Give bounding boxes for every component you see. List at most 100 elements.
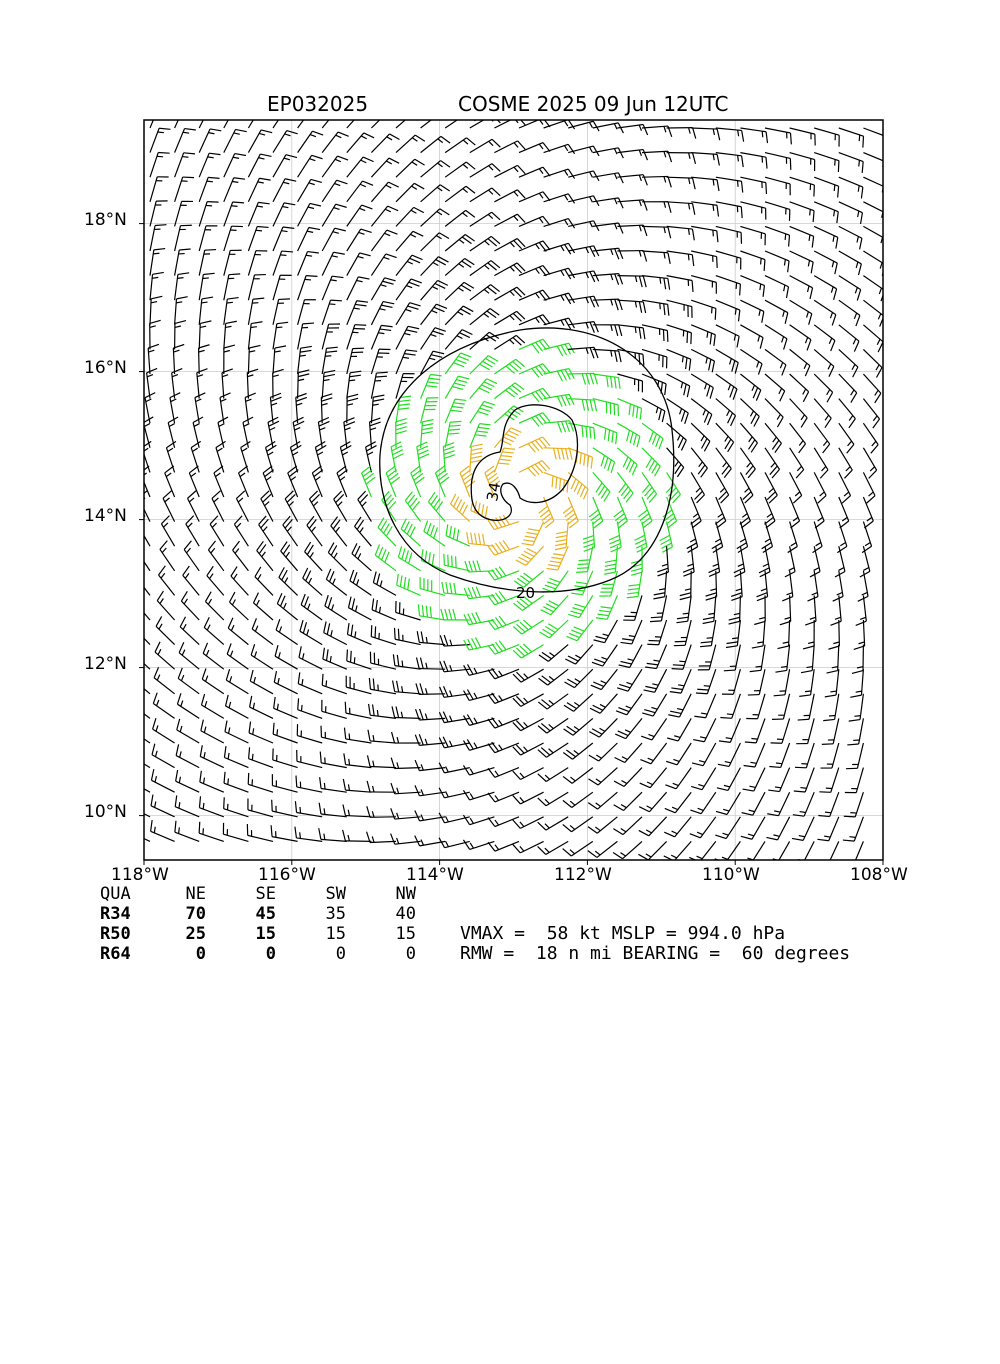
wind-barb	[445, 330, 472, 350]
wind-barb	[617, 399, 641, 420]
wind-barb	[494, 214, 525, 226]
wind-barb	[488, 515, 519, 529]
wind-barb	[199, 177, 219, 201]
wind-barb	[355, 517, 372, 546]
wind-barb	[273, 227, 294, 251]
wind-barb	[818, 792, 838, 816]
wind-barb	[642, 694, 666, 716]
wind-barb	[814, 448, 828, 478]
wind-barb	[470, 379, 497, 399]
wind-barb	[814, 300, 836, 325]
wind-barb	[617, 472, 633, 502]
wind-barb	[401, 519, 420, 546]
y-tick-16n: 16°N	[84, 358, 127, 378]
wind-barb	[594, 620, 618, 643]
wind-barb	[273, 155, 297, 178]
wind-barb	[839, 153, 863, 173]
wind-barb	[765, 177, 790, 195]
wind-barb	[765, 276, 788, 298]
wind-barb	[373, 572, 396, 596]
wind-barb	[347, 623, 371, 644]
wind-barb	[200, 745, 223, 767]
wind-barb	[199, 153, 220, 177]
wind-barb	[346, 676, 371, 694]
wind-barb	[642, 374, 666, 395]
wind-barb	[667, 153, 696, 164]
wind-barb	[513, 768, 544, 780]
wind-barb	[322, 132, 348, 153]
wind-barb	[790, 202, 814, 222]
wind-barb	[617, 423, 640, 447]
wind-barb	[396, 279, 422, 300]
wind-barb	[564, 694, 593, 712]
r64-se: 0	[216, 944, 276, 964]
table-header-se: SE	[216, 884, 276, 904]
wind-barb	[199, 796, 223, 816]
wind-barb	[273, 723, 297, 743]
r50-sw: 15	[286, 924, 346, 944]
wind-barb	[398, 546, 420, 571]
wind-barb	[740, 472, 753, 503]
wind-barb	[839, 423, 854, 453]
wind-barb	[208, 541, 223, 571]
x-tick-112w: 112°W	[554, 865, 612, 885]
wind-barb	[814, 472, 826, 503]
wind-barb	[435, 466, 449, 497]
wind-barb	[790, 153, 815, 171]
wind-barb	[248, 130, 272, 153]
wind-barb	[277, 593, 297, 620]
wind-barb	[298, 698, 322, 718]
wind-barb	[445, 162, 475, 177]
wind-barb	[322, 204, 346, 226]
wind-barb	[839, 300, 860, 326]
wind-barb	[641, 718, 666, 739]
wind-barb	[153, 718, 175, 743]
wind-barb	[544, 421, 574, 433]
wind-barb	[642, 349, 667, 368]
wind-barb	[596, 595, 617, 619]
wind-barb	[765, 300, 788, 324]
y-tick-12n: 12°N	[84, 654, 127, 674]
wind-barb	[488, 718, 519, 729]
wind-barb	[175, 104, 197, 128]
wind-barb	[445, 306, 473, 325]
wind-barb	[664, 817, 691, 837]
wind-barb	[272, 774, 297, 792]
wind-barb	[371, 254, 396, 276]
wind-barb	[470, 164, 500, 178]
wind-barb	[740, 153, 767, 169]
wind-barb	[227, 643, 248, 669]
wind-barb	[224, 298, 239, 325]
wind-barb	[175, 821, 199, 842]
wind-barb	[396, 255, 423, 275]
table-header-qua: QUA	[100, 884, 131, 904]
wind-barb	[451, 494, 470, 522]
wind-barb	[683, 546, 694, 576]
wind-barb	[563, 768, 593, 784]
wind-barb	[421, 136, 451, 152]
wind-barb	[691, 276, 716, 294]
wind-barb	[863, 276, 884, 302]
wind-barb	[367, 755, 396, 767]
wind-barb	[178, 668, 199, 694]
wind-barb	[488, 591, 519, 605]
wind-barb	[420, 577, 445, 595]
wind-barb	[371, 372, 387, 398]
wind-barb	[445, 186, 475, 202]
x-tick-114w: 114°W	[406, 865, 464, 885]
wind-barb	[347, 253, 371, 276]
wind-barb	[839, 226, 862, 249]
wind-barb	[593, 423, 617, 444]
wind-barb	[350, 570, 371, 595]
wind-barb	[762, 522, 773, 553]
wind-barb	[464, 690, 495, 701]
wind-barb	[839, 374, 857, 403]
wind-barb	[226, 695, 249, 719]
wind-barb	[793, 792, 814, 816]
wind-barb	[814, 374, 832, 402]
wind-barb	[544, 243, 575, 254]
wind-barb	[863, 399, 879, 429]
wind-barb	[774, 669, 790, 696]
wind-barb	[740, 251, 765, 271]
wind-barb	[590, 694, 617, 713]
